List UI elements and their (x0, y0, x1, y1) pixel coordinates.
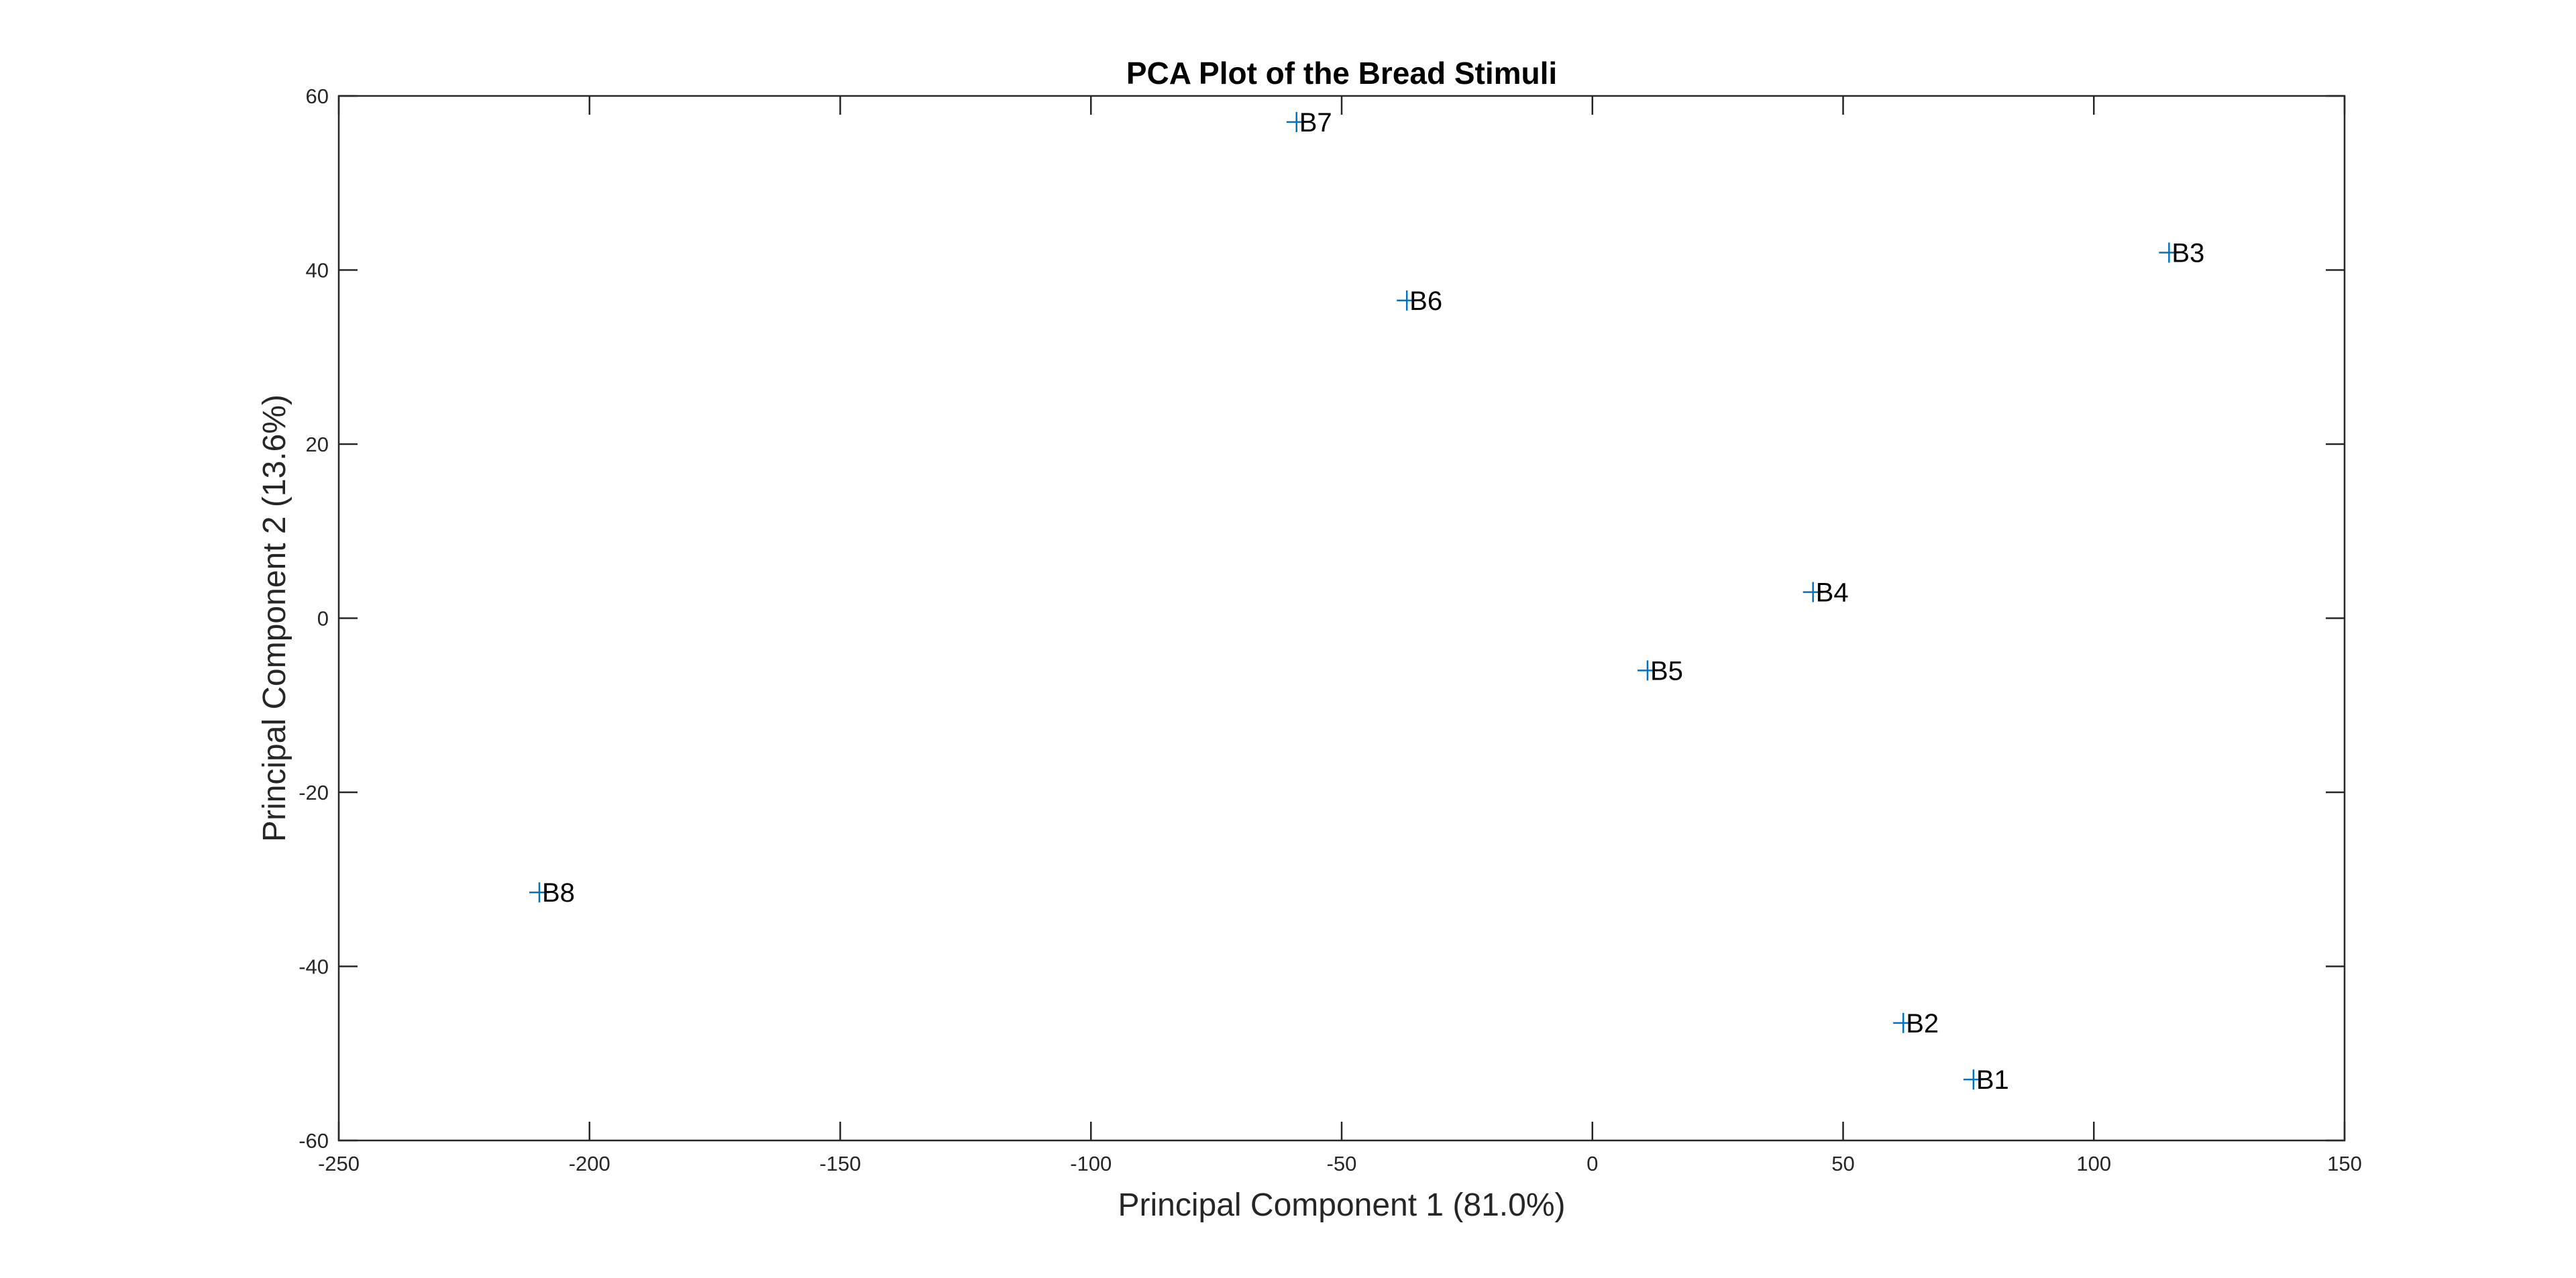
data-point-b6: B6 (1397, 286, 1442, 316)
point-label: B4 (1816, 578, 1849, 608)
chart-title: PCA Plot of the Bread Stimuli (1126, 56, 1557, 91)
plot-area (339, 96, 2345, 1140)
axis-ticks: -250 -200 -150 -100 -50 0 50 100 150-60-40-20020… (299, 85, 2362, 1175)
data-point-b8: B8 (529, 878, 575, 908)
data-point-b5: B5 (1637, 656, 1683, 686)
point-label: B5 (1650, 656, 1683, 686)
x-tick-label: -150 (819, 1152, 861, 1175)
data-point-b4: B4 (1803, 578, 1849, 608)
data-point-b1: B1 (1963, 1065, 2009, 1095)
point-label: B7 (1299, 108, 1332, 138)
data-points: B1 B2 B3 B4 B5 B6 B7 B8 (529, 108, 2204, 1095)
x-tick-label: 0 (1587, 1152, 1598, 1175)
y-tick-label: 40 (306, 259, 329, 282)
point-label: B2 (1906, 1009, 1939, 1039)
y-tick-label: -60 (299, 1129, 329, 1153)
x-tick-label: 50 (1831, 1152, 1854, 1175)
y-axis-label: Principal Component 2 (13.6%) (257, 394, 292, 842)
y-tick-label: 0 (317, 607, 329, 631)
point-label: B8 (542, 878, 575, 908)
x-tick-label: 150 (2327, 1152, 2362, 1175)
x-tick-label: -200 (569, 1152, 610, 1175)
point-label: B1 (1976, 1065, 2009, 1095)
x-tick-label: -50 (1327, 1152, 1357, 1175)
x-axis-label: Principal Component 1 (81.0%) (1118, 1187, 1565, 1223)
x-tick-label: -100 (1070, 1152, 1112, 1175)
y-tick-label: 20 (306, 433, 329, 456)
data-point-b2: B2 (1893, 1009, 1939, 1039)
y-tick-label: -40 (299, 955, 329, 979)
y-tick-label: -20 (299, 781, 329, 804)
x-tick-label: -250 (318, 1152, 360, 1175)
data-point-b3: B3 (2159, 239, 2204, 268)
point-label: B3 (2171, 239, 2204, 268)
x-tick-label: 100 (2076, 1152, 2111, 1175)
point-label: B6 (1409, 286, 1442, 316)
data-point-b7: B7 (1286, 108, 1332, 138)
axes-frame (337, 95, 2346, 1142)
y-tick-label: 60 (306, 85, 329, 108)
